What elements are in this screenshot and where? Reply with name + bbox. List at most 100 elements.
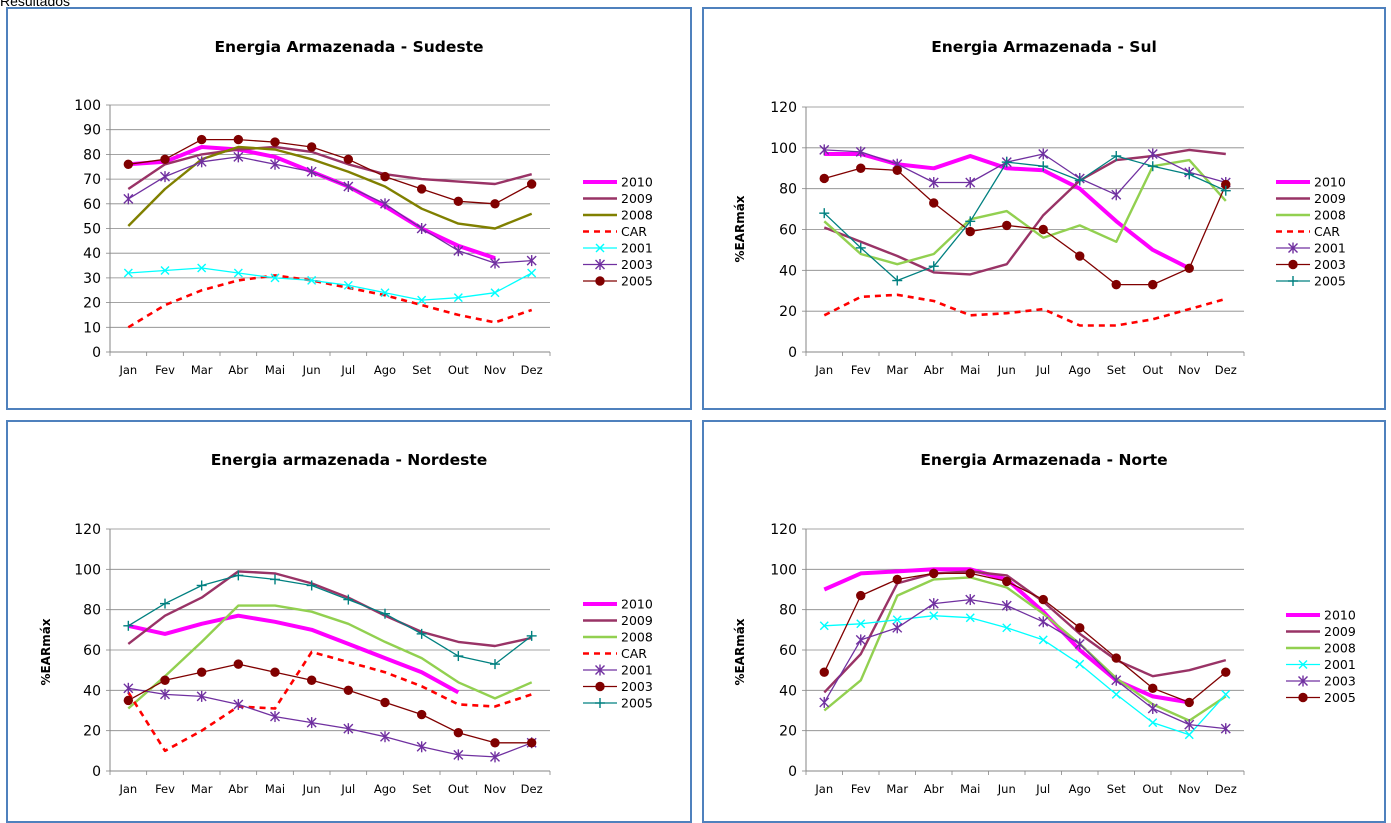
data-point xyxy=(306,717,317,729)
legend-label: 2001 xyxy=(621,663,653,678)
data-point xyxy=(343,280,353,290)
data-point xyxy=(892,165,902,175)
data-point xyxy=(233,151,244,163)
x-tick-label: Dez xyxy=(1215,782,1237,796)
data-point xyxy=(1184,263,1194,273)
data-point xyxy=(1111,689,1121,699)
x-tick-label: Nov xyxy=(1178,782,1201,796)
data-point xyxy=(343,594,354,605)
series-line xyxy=(823,598,1226,730)
series-2008 xyxy=(823,158,1227,266)
y-tick-label: 80 xyxy=(779,182,797,198)
data-point xyxy=(929,568,939,579)
data-point xyxy=(929,198,939,208)
data-point xyxy=(819,208,830,219)
y-tick-label: 70 xyxy=(83,172,101,188)
legend-label: 2009 xyxy=(621,191,653,206)
y-tick-label: 90 xyxy=(83,123,101,139)
legend-label: 2005 xyxy=(621,696,653,711)
data-point xyxy=(1038,224,1048,235)
data-point xyxy=(1002,220,1012,231)
series-line xyxy=(824,149,1226,196)
data-point xyxy=(197,263,207,273)
data-point xyxy=(123,620,134,631)
data-point xyxy=(490,257,500,269)
data-point xyxy=(1221,689,1231,699)
legend-label: CAR xyxy=(621,224,647,239)
chart-title: Energia armazenada - Nordeste xyxy=(211,451,488,469)
data-point xyxy=(1148,683,1158,694)
legend-marker xyxy=(1288,259,1298,270)
y-tick-label: 120 xyxy=(74,522,101,538)
series-2008 xyxy=(127,604,533,710)
y-tick-label: 40 xyxy=(779,683,797,699)
x-tick-label: Fev xyxy=(851,782,871,796)
data-point xyxy=(307,275,317,285)
x-tick-label: Jan xyxy=(118,363,137,377)
data-point xyxy=(1111,189,1122,201)
series-line xyxy=(127,156,532,264)
x-tick-label: Mar xyxy=(886,363,908,377)
series-line xyxy=(128,267,533,301)
series-car xyxy=(127,274,533,329)
data-point xyxy=(160,154,170,165)
legend-label: 2010 xyxy=(1324,608,1356,623)
data-point xyxy=(416,223,427,234)
y-tick-label: 80 xyxy=(779,603,797,619)
series-2009 xyxy=(823,570,1227,694)
data-point xyxy=(819,696,830,708)
legend-label: 2008 xyxy=(621,630,653,645)
y-axis-label: %EARmáx xyxy=(733,195,747,262)
page-heading-cut: Resultados xyxy=(0,0,71,9)
x-tick-label: Fev xyxy=(155,363,175,377)
data-point xyxy=(526,630,537,641)
data-point xyxy=(343,685,354,696)
y-tick-label: 0 xyxy=(92,345,101,361)
data-point xyxy=(1002,576,1012,587)
x-tick-label: Jun xyxy=(997,782,1016,796)
x-tick-label: Nov xyxy=(484,363,507,377)
x-tick-label: Mai xyxy=(265,363,285,377)
y-tick-label: 60 xyxy=(83,643,101,659)
legend-label: 2009 xyxy=(1324,624,1356,639)
y-tick-label: 10 xyxy=(83,320,101,336)
legend-marker xyxy=(595,681,605,692)
series-2008 xyxy=(823,576,1227,722)
y-tick-label: 100 xyxy=(74,562,101,578)
y-tick-label: 100 xyxy=(74,98,101,114)
data-point xyxy=(270,137,280,147)
data-point xyxy=(1075,659,1085,669)
y-tick-label: 120 xyxy=(770,522,797,538)
data-point xyxy=(270,667,280,677)
data-point xyxy=(892,574,902,585)
series-2010 xyxy=(127,613,460,695)
series-2005 xyxy=(819,568,1231,708)
data-point xyxy=(196,156,207,168)
x-tick-label: Jun xyxy=(997,363,1016,377)
chart-nordeste: Energia armazenada - Nordeste %EARmáx 0 20 4… xyxy=(39,451,653,796)
y-tick-label: 20 xyxy=(779,724,797,740)
x-tick-label: Out xyxy=(1142,363,1163,377)
legend-label: 2008 xyxy=(1324,641,1356,656)
data-point xyxy=(965,594,976,606)
data-point xyxy=(160,171,170,183)
legend-label: 2010 xyxy=(621,597,653,612)
legend-label: 2008 xyxy=(1314,208,1346,223)
x-tick-label: Jun xyxy=(302,782,321,796)
data-point xyxy=(306,166,317,178)
data-point xyxy=(490,659,500,670)
data-point xyxy=(416,628,427,639)
data-point xyxy=(453,196,464,207)
legend-label: 2010 xyxy=(621,175,653,190)
data-point xyxy=(1147,161,1158,172)
data-point xyxy=(490,199,500,209)
data-point xyxy=(416,709,427,720)
x-tick-label: Set xyxy=(1107,782,1126,796)
x-tick-label: Set xyxy=(412,363,431,377)
data-point xyxy=(453,651,464,662)
data-point xyxy=(855,242,866,253)
data-point xyxy=(1111,653,1121,663)
data-point xyxy=(1148,718,1158,728)
x-tick-label: Abr xyxy=(228,363,248,377)
data-point xyxy=(270,574,280,585)
